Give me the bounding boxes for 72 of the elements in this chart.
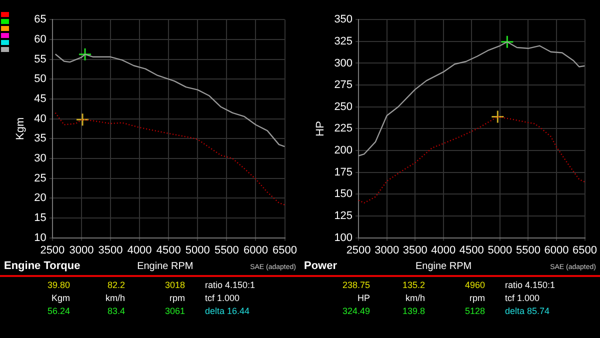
line-series <box>358 116 585 204</box>
text: 56.24 <box>46 305 70 318</box>
text: rpm <box>168 292 185 305</box>
text: Power <box>304 260 338 272</box>
x-tick-label: 4500 <box>156 244 181 256</box>
x-tick-label: 6000 <box>243 244 268 256</box>
y-tick-label: 325 <box>334 35 353 48</box>
text: 135.2 <box>401 279 425 292</box>
y-axis-title: HP <box>314 121 327 136</box>
y-tick-label: 150 <box>334 188 353 200</box>
x-tick-label: 3000 <box>374 244 400 256</box>
y-tick-label: 225 <box>334 122 353 135</box>
text: 3061 <box>164 305 185 318</box>
text: km/h <box>104 292 125 305</box>
y-tick-label: 350 <box>334 14 353 26</box>
text: HP <box>356 292 370 305</box>
x-tick-label: 6000 <box>544 244 569 256</box>
x-tick-label: 6500 <box>572 244 598 256</box>
y-tick-label: 50 <box>34 73 46 86</box>
x-tick-label: 5000 <box>185 244 210 256</box>
x-tick-label: 2500 <box>346 244 371 256</box>
text: rpm <box>468 292 485 305</box>
text: km/h <box>404 292 425 305</box>
y-tick-label: 45 <box>34 92 46 105</box>
x-axis-title: Engine RPM <box>137 261 194 272</box>
y-tick-label: 40 <box>34 112 46 125</box>
text: Kgm <box>50 292 70 305</box>
x-tick-label: 3500 <box>98 244 123 256</box>
text: 5128 <box>464 305 485 318</box>
text: 3018 <box>164 279 185 292</box>
x-tick-label: 4500 <box>459 244 484 256</box>
text: 83.4 <box>106 305 125 318</box>
text: tcf 1.000 <box>204 292 241 305</box>
text: 82.2 <box>106 279 125 292</box>
text: delta 16.44 <box>204 305 251 318</box>
y-tick-label: 300 <box>334 57 353 70</box>
y-tick-label: 30 <box>34 152 46 164</box>
y-tick-label: 15 <box>34 212 46 224</box>
text: delta 85.74 <box>504 305 551 318</box>
y-tick-label: 200 <box>334 144 353 157</box>
y-tick-label: 25 <box>34 172 46 184</box>
y-tick-label: 55 <box>34 53 46 66</box>
y-tick-label: 60 <box>34 33 46 46</box>
y-tick-label: 175 <box>334 166 353 178</box>
text: tcf 1.000 <box>504 292 541 305</box>
x-tick-label: 4000 <box>431 244 456 256</box>
text: Engine Torque <box>4 260 80 272</box>
y-axis-title: Kgm <box>14 117 27 140</box>
text: 139.8 <box>401 305 425 318</box>
text: 4960 <box>464 279 485 292</box>
x-tick-label: 5500 <box>214 244 239 256</box>
y-tick-label: 65 <box>34 14 46 26</box>
x-tick-label: 2500 <box>40 244 65 256</box>
y-tick-label: 100 <box>334 232 353 244</box>
text: ratio 4.150:1 <box>204 279 256 292</box>
text: 238.75 <box>341 279 370 292</box>
text: 324.49 <box>341 305 370 318</box>
x-tick-label: 3000 <box>69 244 94 256</box>
y-tick-label: 20 <box>34 192 46 204</box>
text: 39.80 <box>46 279 70 292</box>
x-axis-title: Engine RPM <box>415 261 472 272</box>
x-tick-label: 5500 <box>516 244 540 256</box>
text: ratio 4.150:1 <box>504 279 556 292</box>
y-tick-label: 250 <box>334 100 353 113</box>
x-tick-label: 3500 <box>402 244 428 256</box>
y-tick-label: 275 <box>334 79 353 92</box>
x-tick-label: 5000 <box>488 244 512 256</box>
y-tick-label: 10 <box>34 232 46 244</box>
x-tick-label: 4000 <box>127 244 152 256</box>
y-tick-label: 125 <box>334 210 353 222</box>
x-tick-label: 6500 <box>272 244 298 256</box>
y-tick-label: 35 <box>34 132 46 145</box>
